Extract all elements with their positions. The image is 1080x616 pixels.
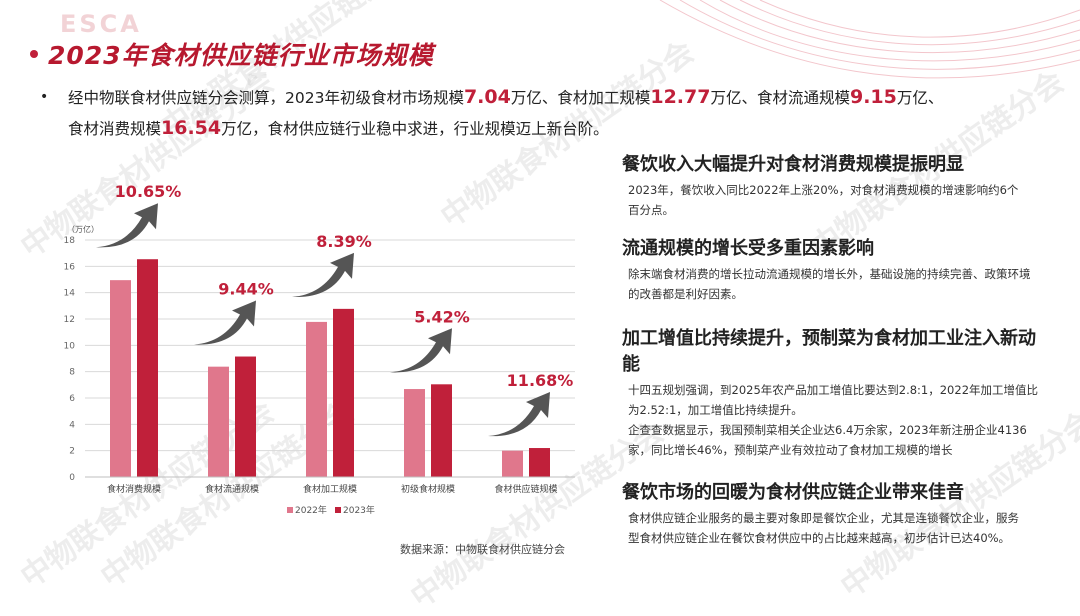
section-title: 餐饮收入大幅提升对食材消费规模提振明显: [622, 154, 964, 175]
growth-label: 9.44%: [218, 280, 274, 299]
bar-chart-svg: （万亿） 0 2 4 6 8 10 12 14 16 18 食材消费规模 10.65% 食材流通规模 9.4…: [64, 182, 575, 516]
summary-text: 经中物联食材供应链分会测算，2023年初级食材市场规模7.04万亿、食材加工规模…: [40, 82, 1050, 144]
growth-arrow-icon: [292, 252, 354, 297]
bar-chart: （万亿） 0 2 4 6 8 10 12 14 16 18 食材消费规模 10.65% 食材流通规模 9.4…: [55, 160, 585, 560]
section-body: 除末端食材消费的增长拉动流通规模的增长外，基础设施的持续完善、政策环境的改善都是…: [622, 264, 1033, 304]
y-tick-label: 8: [69, 368, 75, 378]
data-source: 数据来源：中物联食材供应链分会: [400, 543, 565, 556]
growth-arrow-icon: [488, 392, 550, 437]
bar: [110, 280, 131, 477]
page-title-row: 2023年食材供应链行业市场规模: [30, 34, 434, 74]
y-tick-label: 6: [69, 394, 75, 404]
section-paragraph: 除末端食材消费的增长拉动流通规模的增长外，基础设施的持续完善、政策环境的改善都是…: [628, 267, 1031, 301]
bar: [208, 366, 229, 477]
section-paragraph: 2023年，餐饮收入同比2022年上涨20%，对食材消费规模的增速影响约6个百分…: [628, 183, 1019, 217]
x-tick-label: 食材供应链规模: [494, 483, 557, 495]
section-processing: 加工增值比持续提升，预制菜为食材加工业注入新动能 十四五规划强调，到2025年农…: [622, 326, 1052, 460]
section-circulation: 流通规模的增长受多重因素影响 除末端食材消费的增长拉动流通规模的增长外，基础设施…: [622, 236, 1033, 304]
section-paragraph: 企查查数据显示，我国预制菜相关企业达6.4万余家，2023年新注册企业4136家…: [628, 423, 1027, 457]
bar: [137, 259, 158, 477]
summary-part: 万亿、: [896, 89, 944, 107]
bullet-icon: •: [40, 89, 49, 105]
bar: [333, 308, 354, 477]
bar: [404, 389, 425, 477]
summary: • 经中物联食材供应链分会测算，2023年初级食材市场规模7.04万亿、食材加工…: [40, 82, 1050, 144]
section-title: 加工增值比持续提升，预制菜为食材加工业注入新动能: [622, 328, 1036, 375]
bar: [502, 450, 523, 477]
summary-number: 7.04: [463, 86, 511, 108]
x-tick-label: 初级食材规模: [401, 483, 455, 495]
bar: [431, 384, 452, 477]
page-title: 2023年食材供应链行业市场规模: [48, 41, 434, 70]
growth-arrow-icon: [194, 300, 256, 345]
summary-number: 9.15: [849, 86, 897, 108]
logo: ESCA: [60, 10, 142, 38]
growth-label: 5.42%: [414, 307, 470, 326]
y-tick-label: 10: [64, 341, 76, 351]
section-catering-revenue: 餐饮收入大幅提升对食材消费规模提振明显 2023年，餐饮收入同比2022年上涨2…: [622, 152, 1028, 220]
growth-label: 10.65%: [115, 182, 182, 201]
legend-label: 2022年: [295, 504, 327, 516]
y-tick-label: 12: [64, 315, 75, 325]
legend-swatch: [335, 507, 341, 513]
y-tick-label: 0: [69, 473, 75, 483]
y-tick-label: 16: [64, 262, 76, 272]
bar: [529, 448, 550, 477]
summary-part: 食材消费规模: [68, 120, 162, 138]
summary-part: 经中物联食材供应链分会测算，2023年初级食材市场规模: [68, 89, 464, 107]
summary-number: 16.54: [161, 117, 222, 139]
section-title: 餐饮市场的回暖为食材供应链企业带来佳音: [622, 482, 964, 503]
growth-arrow-icon: [96, 203, 158, 248]
summary-part: 万亿、食材加工规模: [510, 89, 651, 107]
summary-part: 万亿、食材流通规模: [710, 89, 850, 107]
y-tick-label: 14: [64, 289, 76, 299]
summary-part: 万亿，食材供应链行业稳中求进，行业规模迈上新台阶。: [221, 120, 609, 138]
section-paragraph: 十四五规划强调，到2025年农产品加工增值比要达到2.8:1，2022年加工增值…: [628, 383, 1039, 417]
title-bullet-icon: [30, 50, 38, 58]
legend-swatch: [287, 507, 293, 513]
section-body: 2023年，餐饮收入同比2022年上涨20%，对食材消费规模的增速影响约6个百分…: [622, 180, 1028, 220]
y-tick-label: 18: [64, 236, 76, 246]
growth-label: 8.39%: [316, 232, 372, 251]
section-catering-recovery: 餐饮市场的回暖为食材供应链企业带来佳音 食材供应链企业服务的最主要对象即是餐饮企…: [622, 480, 1028, 548]
section-title: 流通规模的增长受多重因素影响: [622, 238, 874, 259]
section-body: 食材供应链企业服务的最主要对象即是餐饮企业，尤其是连锁餐饮企业，服务型食材供应链…: [622, 508, 1028, 548]
section-paragraph: 食材供应链企业服务的最主要对象即是餐饮企业，尤其是连锁餐饮企业，服务型食材供应链…: [628, 511, 1019, 545]
y-tick-label: 4: [69, 420, 75, 430]
growth-label: 11.68%: [507, 371, 574, 390]
x-tick-label: 食材流通规模: [205, 483, 259, 495]
growth-arrow-icon: [390, 328, 452, 373]
bar: [306, 321, 327, 477]
legend-label: 2023年: [343, 504, 375, 516]
section-body: 十四五规划强调，到2025年农产品加工增值比要达到2.8:1，2022年加工增值…: [622, 380, 1038, 460]
bar: [235, 356, 256, 477]
y-tick-label: 2: [69, 447, 75, 457]
x-tick-label: 食材消费规模: [107, 483, 161, 495]
x-tick-label: 食材加工规模: [303, 483, 357, 495]
y-axis-unit: （万亿）: [67, 224, 99, 234]
summary-number: 12.77: [650, 86, 711, 108]
